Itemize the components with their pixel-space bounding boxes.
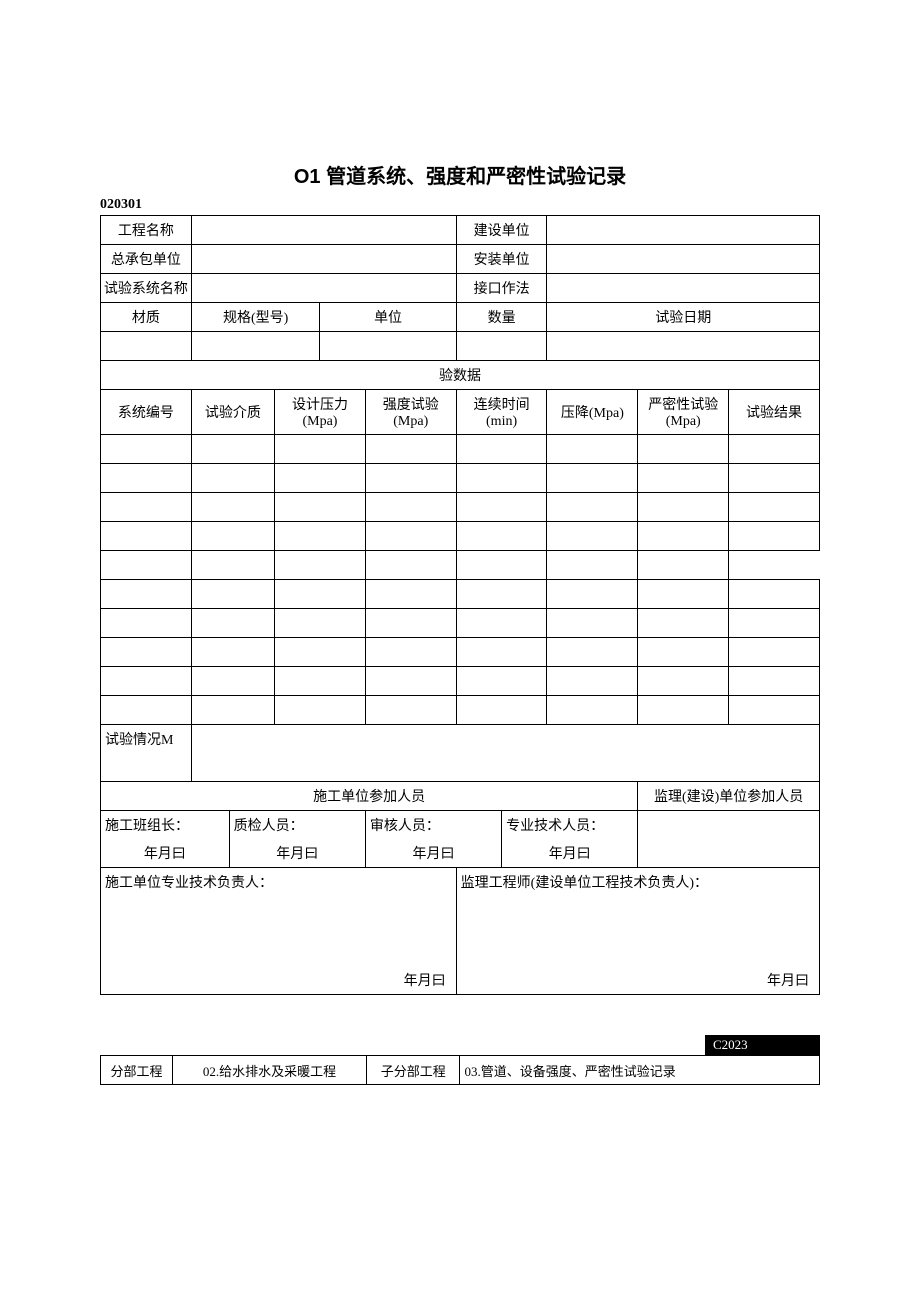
reviewer-label: 审核人员： [365,811,501,840]
project-name-value [191,216,456,245]
participants-header-row: 施工单位参加人员 监理(建设)单位参加人员 [101,782,820,811]
date-4: 年月曰 [502,839,638,868]
date-1: 年月曰 [101,839,230,868]
col-pressure-drop: 压降(Mpa) [547,390,638,435]
footer-sub-label: 分部工程 [101,1056,173,1085]
spec-value [191,332,320,361]
material-label: 材质 [101,303,192,332]
signoff-date-left: 年月曰 [101,896,457,995]
supervision-participants-label: 监理(建设)单位参加人员 [638,782,820,811]
interface-method-label: 接口作法 [456,274,547,303]
col-test-medium: 试验介质 [191,390,274,435]
footer-child-label: 子分部工程 [367,1056,460,1085]
tech-leader-label: 施工单位专业技术负责人： [101,868,457,897]
signoff-row: 施工单位专业技术负责人： 监理工程师(建设单位工程技术负责人)： [101,868,820,897]
spec-label: 规格(型号) [191,303,320,332]
quantity-label: 数量 [456,303,547,332]
data-row [101,638,820,667]
data-section-title: 验数据 [101,361,820,390]
general-contractor-label: 总承包单位 [101,245,192,274]
participants-roles-row: 施工班组长： 质检人员： 审核人员： 专业技术人员： [101,811,820,840]
construction-participants-label: 施工单位参加人员 [101,782,638,811]
install-unit-label: 安装单位 [456,245,547,274]
date-2: 年月曰 [229,839,365,868]
col-tightness-test: 严密性试验(Mpa) [638,390,729,435]
header-row-3: 试验系统名称 接口作法 [101,274,820,303]
specialist-label: 专业技术人员： [502,811,638,840]
material-value [101,332,192,361]
construction-unit-value [547,216,820,245]
col-strength-test: 强度试验(Mpa) [365,390,456,435]
install-unit-value [547,245,820,274]
header-row-2: 总承包单位 安装单位 [101,245,820,274]
qc-label: 质检人员： [229,811,365,840]
data-row [101,464,820,493]
header-row-5 [101,332,820,361]
footer-badge: C2023 [705,1035,820,1055]
unit-label: 单位 [320,303,456,332]
data-row [101,609,820,638]
situation-row: 试验情况M [101,725,820,782]
page-title: O1 管道系统、强度和严密性试验记录 [100,160,820,189]
document-page: O1 管道系统、强度和严密性试验记录 020301 工程名称 建设单位 总承包单… [0,0,920,1301]
team-leader-label: 施工班组长： [101,811,230,840]
project-name-label: 工程名称 [101,216,192,245]
signoff-date-right: 年月曰 [456,896,819,995]
header-row-4: 材质 规格(型号) 单位 数量 试验日期 [101,303,820,332]
data-row [101,493,820,522]
construction-unit-label: 建设单位 [456,216,547,245]
data-section-title-row: 验数据 [101,361,820,390]
supervision-participants-value [638,811,820,868]
unit-value [320,332,456,361]
col-duration: 连续时间(min) [456,390,547,435]
footer-child-value: 03.管道、设备强度、严密性试验记录 [460,1056,820,1085]
footer-row: 分部工程 02.给水排水及采暖工程 子分部工程 03.管道、设备强度、严密性试验… [101,1056,820,1085]
header-row-1: 工程名称 建设单位 [101,216,820,245]
col-design-pressure: 设计压力(Mpa) [275,390,366,435]
general-contractor-value [191,245,456,274]
data-row [101,580,820,609]
data-row [101,435,820,464]
test-date-label: 试验日期 [547,303,820,332]
interface-method-value [547,274,820,303]
test-date-value [547,332,820,361]
test-system-name-label: 试验系统名称 [101,274,192,303]
data-row [101,522,820,551]
data-row [101,667,820,696]
footer-sub-value: 02.给水排水及采暖工程 [172,1056,366,1085]
footer-bar: C2023 [100,1035,820,1055]
situation-value [191,725,819,782]
col-system-no: 系统编号 [101,390,192,435]
quantity-value [456,332,547,361]
supervisor-engineer-label: 监理工程师(建设单位工程技术负责人)： [456,868,819,897]
footer-table: 分部工程 02.给水排水及采暖工程 子分部工程 03.管道、设备强度、严密性试验… [100,1055,820,1085]
data-row [101,696,820,725]
footer: C2023 分部工程 02.给水排水及采暖工程 子分部工程 03.管道、设备强度… [100,1035,820,1085]
test-system-name-value [191,274,456,303]
signoff-date-row: 年月曰 年月曰 [101,896,820,995]
date-3: 年月曰 [365,839,501,868]
data-columns-row: 系统编号 试验介质 设计压力(Mpa) 强度试验(Mpa) 连续时间(min) … [101,390,820,435]
col-result: 试验结果 [729,390,820,435]
form-code: 020301 [100,197,820,213]
main-table: 工程名称 建设单位 总承包单位 安装单位 试验系统名称 接口作法 材质 规格(型… [100,215,820,995]
data-row [101,551,820,580]
situation-label: 试验情况M [101,725,192,782]
